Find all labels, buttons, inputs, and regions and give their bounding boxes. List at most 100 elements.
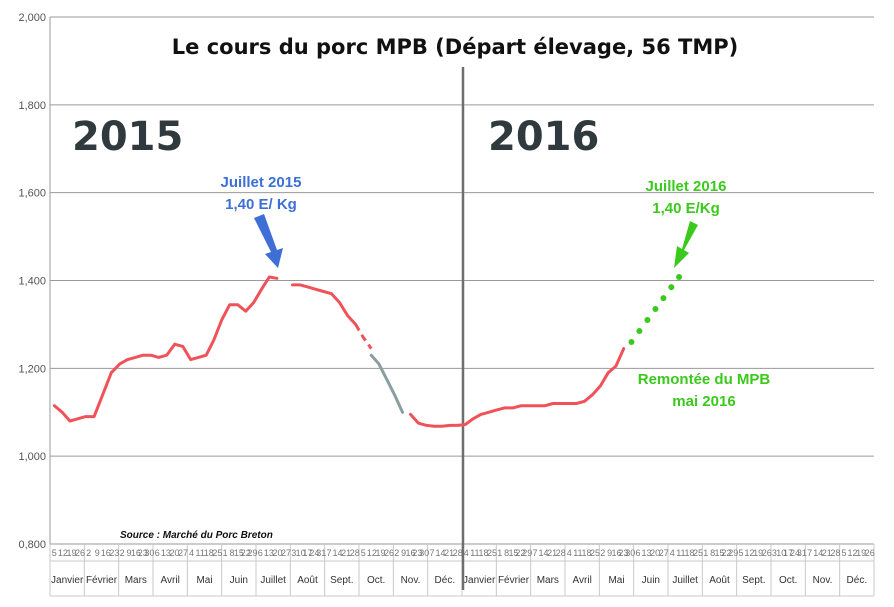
week-label: 10 [296,548,306,558]
week-label: 5 [52,548,57,558]
data-point [636,328,643,335]
week-label: 15 [508,548,518,558]
series-line [354,323,373,350]
week-label: 29 [248,548,258,558]
annotation-remontee-line1: Remontée du MPB [638,371,771,388]
week-label: 19 [753,548,763,558]
week-label: 5 [841,548,846,558]
series-line [409,347,626,428]
week-label: 19 [66,548,76,558]
month-label: Oct. [367,575,385,586]
week-label: 2 [86,548,91,558]
week-label: 11 [470,548,479,558]
week-label: 30 [145,548,155,558]
annotation-juillet-2015-line1: Juillet 2015 [221,174,302,191]
week-label: 2 [120,548,125,558]
series-line [291,283,358,326]
annotation-remontee-line2: mai 2016 [672,393,735,410]
week-label: 13 [161,548,171,558]
week-label: 9 [401,548,406,558]
week-label: 16 [131,548,141,558]
month-label: Avril [161,575,180,586]
month-label: Août [297,575,318,586]
week-label: 15 [714,548,724,558]
week-label: 22 [241,548,251,558]
week-label: 15 [234,548,244,558]
week-label: 3 [772,548,777,558]
week-label: 20 [169,548,179,558]
month-label: Mars [125,575,147,586]
week-label: 18 [478,548,488,558]
week-label: 4 [464,548,469,558]
week-label: 14 [436,548,446,558]
week-label: 8 [504,548,509,558]
annotation-juillet-2016: Juillet 2016 1,40 E/Kg [646,178,726,268]
week-label: 28 [453,548,463,558]
series-line [52,275,279,423]
week-label: 8 [229,548,234,558]
annotation-juillet-2016-line2: 1,40 E/Kg [652,200,720,217]
y-tick-label: 2,000 [18,12,46,24]
week-label: 24 [790,548,800,558]
week-label: 23 [412,548,422,558]
week-label: 5 [361,548,366,558]
week-label: 27 [659,548,669,558]
week-label: 27 [178,548,188,558]
month-label: Déc. [435,575,456,586]
week-label: 7 [326,548,331,558]
y-tick-label: 1,400 [18,276,46,288]
week-label: 24 [309,548,319,558]
month-label: Juin [230,575,248,586]
week-label: 11 [196,548,205,558]
year-label-2015: 2015 [72,114,183,160]
week-label: 16 [405,548,415,558]
y-tick-label: 1,600 [18,188,46,200]
week-label: 18 [204,548,214,558]
week-label: 21 [444,548,454,558]
price-series [52,273,683,428]
week-label: 8 [710,548,715,558]
arrow-down-icon [254,214,283,268]
y-tick-label: 0,800 [18,539,46,551]
week-label: 1 [703,548,708,558]
month-label: Sept. [742,575,765,586]
week-label: 9 [607,548,612,558]
week-label: 28 [556,548,566,558]
week-label: 6 [635,548,640,558]
week-label: 26 [75,548,85,558]
week-label: 31 [316,548,326,558]
week-label: 12 [367,548,377,558]
data-point [644,317,651,324]
week-label: 16 [101,548,111,558]
source-note: Source : Marché du Porc Breton [120,530,273,541]
week-label: 12 [58,548,68,558]
week-label: 27 [281,548,291,558]
month-label: Nov. [401,575,421,586]
month-label: Mai [608,575,624,586]
week-label: 16 [611,548,621,558]
week-label: 14 [539,548,549,558]
annotation-remontee: Remontée du MPB mai 2016 [638,371,771,410]
month-label: Mai [196,575,212,586]
month-label: Février [498,575,530,586]
y-tick-label: 1,200 [18,363,46,375]
month-label: Nov. [813,575,833,586]
month-label: Sept. [330,575,353,586]
week-label: 22 [515,548,525,558]
week-label: 14 [333,548,343,558]
week-label: 17 [302,548,312,558]
month-label: Janvier [51,575,84,586]
month-label: Oct. [779,575,797,586]
week-label: 3 [291,548,296,558]
week-label: 21 [822,548,832,558]
month-label: Avril [573,575,592,586]
data-point [676,273,683,280]
month-label: Août [709,575,730,586]
data-point [652,306,659,313]
week-label: 5 [738,548,743,558]
week-label: 7 [807,548,812,558]
month-label: Février [86,575,118,586]
week-label: 12 [848,548,858,558]
